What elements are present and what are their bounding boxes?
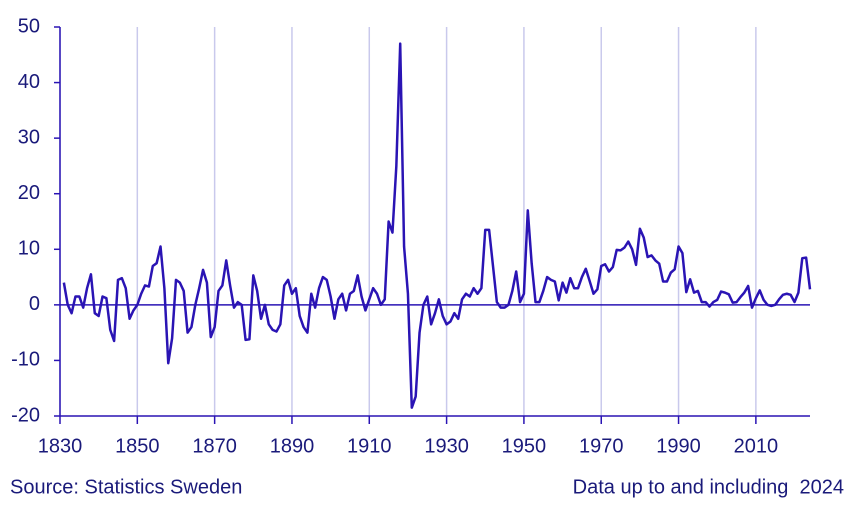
x-tick-label: 1910 [347, 435, 392, 457]
x-tick-label: 2010 [734, 435, 779, 457]
x-tick-label: 1870 [192, 435, 237, 457]
y-tick-label: 10 [18, 238, 40, 260]
x-tick-label: 1850 [115, 435, 160, 457]
x-tick-label: 1990 [656, 435, 701, 457]
x-tick-label: 1970 [579, 435, 624, 457]
x-tick-label: 1890 [270, 435, 315, 457]
note: Data up to and including 2024 [573, 476, 844, 498]
source: Source: Statistics Sweden [10, 476, 242, 498]
y-tick-label: -10 [11, 349, 40, 371]
y-tick-label: -20 [11, 404, 40, 426]
data-line [62, 42, 812, 409]
y-tick-label: 50 [18, 15, 40, 37]
y-tick-label: 30 [18, 126, 40, 148]
x-tick-label: 1930 [424, 435, 469, 457]
y-tick-label: 20 [18, 182, 40, 204]
x-tick-label: 1830 [38, 435, 83, 457]
x-tick-label: 1950 [502, 435, 547, 457]
y-tick-label: 0 [29, 293, 40, 315]
y-tick-label: 40 [18, 71, 40, 93]
